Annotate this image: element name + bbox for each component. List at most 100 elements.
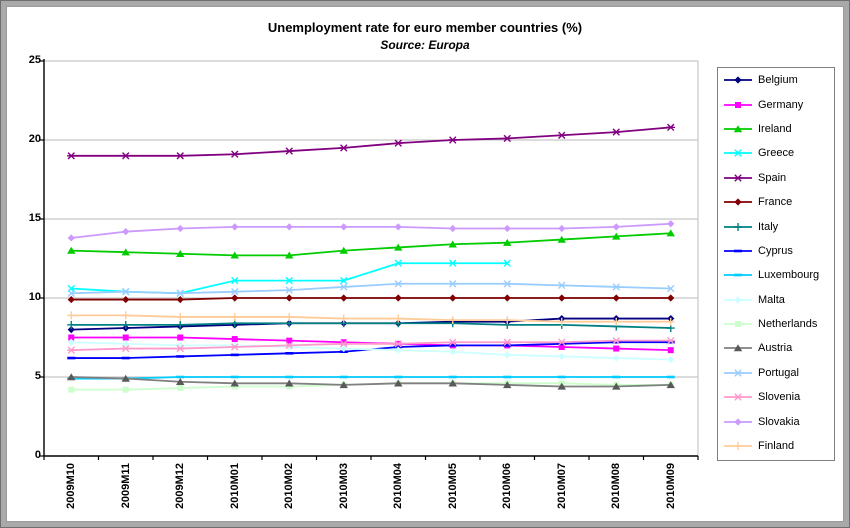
star-marker-icon: [285, 147, 294, 155]
plus-marker-icon: [666, 317, 675, 326]
square-marker-icon: [68, 334, 75, 341]
triangle-marker-icon: [176, 377, 185, 385]
legend-marker-icon: [724, 369, 752, 377]
diamond-marker-icon: [449, 294, 457, 302]
square-marker-icon: [68, 386, 75, 393]
star-marker-icon: [503, 338, 512, 346]
diamond-marker-icon: [176, 341, 184, 349]
legend-marker-icon: [724, 296, 752, 304]
x-tick-label: 2010M03: [337, 463, 350, 509]
x-marker-icon: [449, 280, 457, 288]
triangle-marker-icon: [285, 379, 294, 387]
triangle-marker-icon: [666, 381, 675, 389]
triangle-marker-icon: [612, 232, 621, 240]
square-marker-icon: [735, 101, 741, 108]
x-marker-icon: [231, 276, 239, 285]
star-marker-icon: [557, 131, 566, 139]
diamond-marker-icon: [231, 294, 239, 302]
x-tick-label: 2010M08: [610, 463, 623, 509]
square-marker-icon: [122, 386, 129, 393]
triangle-marker-icon: [557, 382, 566, 390]
star-marker-icon: [121, 344, 130, 353]
y-tick-label: 15: [28, 212, 41, 224]
diamond-marker-icon: [285, 294, 293, 302]
diamond-marker-icon: [667, 356, 675, 364]
triangle-marker-icon: [121, 374, 130, 382]
square-marker-icon: [177, 334, 184, 341]
series-line: [71, 232, 671, 257]
diamond-marker-icon: [67, 326, 75, 334]
series-ireland: [67, 229, 675, 259]
x-marker-icon: [394, 259, 402, 267]
legend-label: Spain: [758, 171, 787, 184]
square-marker-icon: [122, 334, 129, 341]
y-tick-label: 10: [28, 291, 41, 303]
x-tick-label: 2010M04: [392, 463, 405, 509]
series-spain: [67, 123, 675, 160]
x-marker-icon: [285, 276, 293, 285]
diamond-marker-icon: [558, 294, 566, 302]
legend-marker-icon: [724, 198, 752, 206]
legend-marker-icon: [724, 418, 752, 426]
legend-item-ireland: Ireland: [718, 117, 834, 141]
triangle-marker-icon: [503, 381, 512, 389]
legend-item-luxembourg: Luxembourg: [718, 263, 834, 287]
star-marker-icon: [394, 139, 403, 147]
triangle-marker-icon: [733, 344, 743, 352]
diamond-marker-icon: [340, 294, 348, 302]
star-marker-icon: [339, 340, 348, 348]
series-austria: [67, 373, 675, 390]
triangle-marker-icon: [339, 381, 348, 389]
legend-item-malta: Malta: [718, 288, 834, 312]
legend-item-cyprus: Cyprus: [718, 239, 834, 263]
star-marker-icon: [733, 174, 743, 182]
series-line: [71, 314, 671, 323]
x-marker-icon: [734, 369, 742, 377]
x-tick-label: 2010M05: [446, 463, 459, 509]
x-marker-icon: [503, 259, 511, 267]
plus-marker-icon: [734, 222, 742, 231]
legend-label: Belgium: [758, 74, 798, 87]
legend-label: France: [758, 196, 793, 209]
star-marker-icon: [612, 128, 621, 136]
triangle-marker-icon: [448, 379, 457, 387]
legend-label: Slovenia: [758, 391, 801, 404]
plus-marker-icon: [612, 317, 621, 326]
series-line: [71, 262, 508, 295]
diamond-marker-icon: [667, 220, 675, 228]
diamond-marker-icon: [231, 223, 239, 231]
triangle-marker-icon: [503, 238, 512, 246]
series-line: [71, 282, 671, 295]
x-marker-icon: [340, 276, 348, 285]
star-marker-icon: [503, 134, 512, 143]
square-marker-icon: [613, 345, 620, 352]
legend-label: Austria: [758, 342, 793, 355]
x-tick-label: 2010M01: [228, 463, 241, 509]
star-marker-icon: [176, 344, 185, 353]
y-tick-label: 5: [34, 370, 41, 382]
x-marker-icon: [340, 283, 348, 291]
series-line: [71, 376, 671, 380]
x-tick-label: 2009M11: [119, 463, 132, 509]
legend-label: Italy: [758, 220, 779, 233]
x-tick-label: 2010M09: [664, 463, 677, 509]
diamond-marker-icon: [734, 198, 742, 206]
x-tick-label: 2010M07: [555, 463, 568, 509]
square-marker-icon: [177, 385, 184, 392]
square-marker-icon: [231, 336, 238, 343]
diamond-marker-icon: [122, 295, 130, 304]
legend-label: Malta: [758, 293, 785, 306]
x-marker-icon: [231, 287, 239, 296]
diamond-marker-icon: [176, 224, 184, 233]
legend-marker-icon: [724, 125, 752, 133]
legend-marker-icon: [724, 101, 752, 108]
legend-item-portugal: Portugal: [718, 361, 834, 385]
plus-marker-icon: [176, 320, 185, 329]
star-marker-icon: [557, 338, 566, 346]
square-marker-icon: [340, 339, 347, 346]
diamond-marker-icon: [394, 294, 402, 302]
star-marker-icon: [733, 393, 743, 401]
series-france: [67, 294, 675, 304]
series-line: [71, 339, 671, 352]
star-marker-icon: [230, 343, 239, 351]
